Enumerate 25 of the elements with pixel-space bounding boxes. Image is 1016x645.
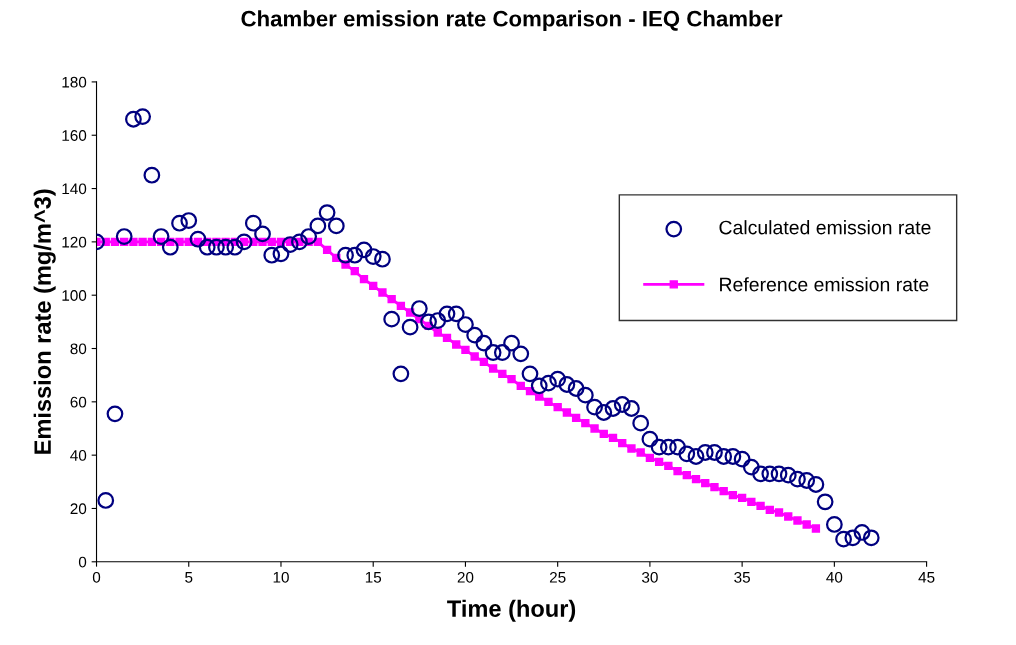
y-tick-label: 60 [70,396,87,408]
y-tick-label: 80 [70,343,87,355]
x-tick-label: 20 [457,571,474,583]
x-tick-label: 10 [273,571,289,583]
y-tick-label: 40 [70,450,87,461]
y-tick-label: 140 [62,183,87,195]
x-tick-label: 0 [92,571,101,583]
x-tick-label: 5 [185,572,193,583]
legend-label: Calculated emission rate [719,220,931,235]
y-tick-label: 160 [62,130,87,141]
y-axis-title: Emission rate (mg/m^3) [33,189,56,454]
x-axis-title: Time (hour) [447,599,576,622]
legend-label: Reference emission rate [720,277,929,292]
y-tick-label: 0 [78,556,87,568]
x-tick-label: 30 [641,571,658,583]
x-tick-label: 25 [549,571,566,583]
x-tick-label: 35 [734,571,750,583]
y-tick-label: 120 [62,236,87,248]
x-tick-label: 15 [365,572,382,583]
y-tick-label: 20 [70,503,87,515]
y-tick-label: 180 [62,76,87,88]
x-tick-label: 45 [918,572,935,583]
y-tick-label: 100 [62,290,87,301]
x-tick-label: 40 [826,571,843,583]
chart-title: Chamber emission rate Comparison - IEQ Chamber [241,10,783,31]
